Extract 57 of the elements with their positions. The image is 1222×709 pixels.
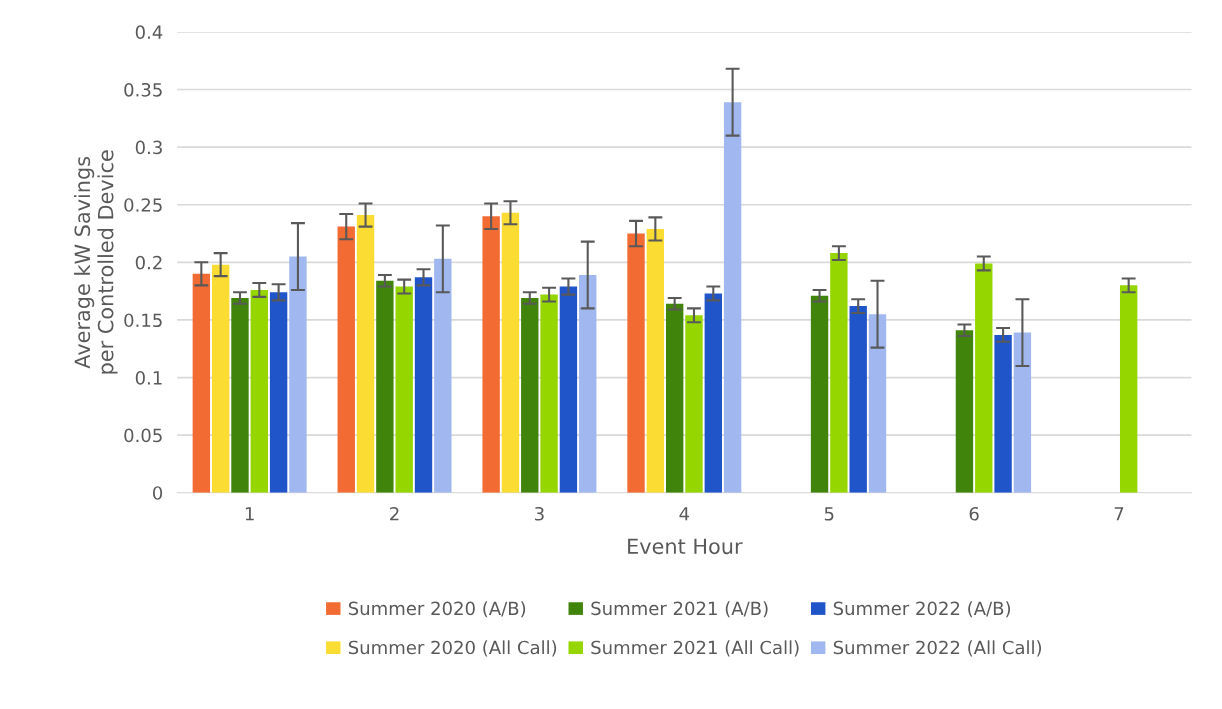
bar — [868, 314, 887, 493]
bar — [1013, 332, 1032, 493]
bar — [337, 226, 355, 493]
x-tick-label: 2 — [390, 506, 399, 521]
bar — [975, 263, 993, 493]
x-tick-label: 5 — [824, 507, 834, 521]
bar — [994, 334, 1012, 493]
legend-label: Summer 2021 (A/B) — [591, 601, 768, 618]
bar — [810, 295, 829, 493]
legend-label: Summer 2022 (All Call) — [833, 640, 1042, 657]
bar — [395, 286, 413, 493]
y-tick-label: 0.3 — [135, 140, 162, 155]
y-tick-label: 0.05 — [124, 428, 162, 443]
legend-label: Summer 2021 (All Call) — [591, 640, 799, 657]
bar — [704, 293, 722, 493]
x-tick-label: 3 — [535, 506, 544, 521]
bar — [231, 298, 249, 493]
x-axis-title: Event Hour — [628, 538, 743, 555]
y-tick-label: 0.35 — [124, 82, 162, 97]
x-tick-label: 7 — [1114, 507, 1124, 521]
bar — [356, 215, 375, 493]
bar — [211, 264, 230, 493]
y-tick-label: 0.25 — [124, 198, 162, 212]
legend-label: Summer 2020 (A/B) — [348, 601, 526, 618]
bar — [482, 216, 500, 493]
bar — [723, 102, 742, 493]
y-tick-label: 0.15 — [124, 313, 162, 328]
y-tick-label: 0.1 — [135, 371, 162, 385]
bar — [849, 306, 867, 493]
y-tick-label: 0.2 — [135, 255, 162, 270]
bar — [521, 298, 539, 493]
bar — [414, 277, 433, 493]
bar — [685, 315, 703, 493]
legend-label: Summer 2022 (A/B) — [833, 601, 1011, 618]
x-tick-label: 1 — [245, 507, 254, 521]
y-tick-label: 0 — [153, 486, 163, 500]
bar — [250, 289, 268, 493]
bar — [1119, 285, 1138, 493]
y-tick-label: 0.4 — [135, 25, 163, 40]
bar — [646, 228, 665, 493]
legend-label: Summer 2020 (All Call) — [348, 640, 557, 657]
bar — [540, 294, 558, 493]
bar — [434, 258, 452, 493]
x-tick-label: 4 — [679, 507, 690, 521]
bar — [501, 212, 520, 493]
x-tick-label: 6 — [969, 506, 979, 521]
bar — [627, 233, 645, 493]
bar — [376, 280, 394, 493]
bar — [192, 273, 211, 493]
bar — [830, 253, 848, 493]
bar — [665, 303, 684, 493]
y-axis-title: Average kW Savings per Controlled Device — [74, 150, 118, 374]
bar — [559, 286, 578, 493]
bar — [289, 256, 307, 493]
bar — [269, 292, 288, 493]
bar — [955, 330, 974, 493]
bar — [579, 275, 597, 493]
